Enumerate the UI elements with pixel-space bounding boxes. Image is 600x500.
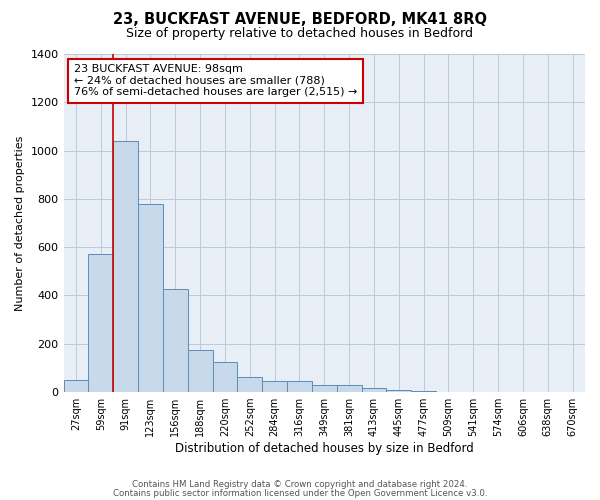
- Bar: [88, 254, 113, 392]
- Bar: [212, 362, 238, 392]
- Bar: [287, 380, 312, 392]
- Text: Contains HM Land Registry data © Crown copyright and database right 2024.: Contains HM Land Registry data © Crown c…: [132, 480, 468, 489]
- Bar: [262, 380, 287, 392]
- Bar: [411, 391, 436, 392]
- Bar: [386, 390, 411, 392]
- Bar: [238, 377, 262, 392]
- Bar: [362, 388, 386, 392]
- X-axis label: Distribution of detached houses by size in Bedford: Distribution of detached houses by size …: [175, 442, 473, 455]
- Text: Size of property relative to detached houses in Bedford: Size of property relative to detached ho…: [127, 28, 473, 40]
- Bar: [138, 204, 163, 392]
- Bar: [163, 290, 188, 392]
- Text: 23 BUCKFAST AVENUE: 98sqm
← 24% of detached houses are smaller (788)
76% of semi: 23 BUCKFAST AVENUE: 98sqm ← 24% of detac…: [74, 64, 358, 98]
- Text: 23, BUCKFAST AVENUE, BEDFORD, MK41 8RQ: 23, BUCKFAST AVENUE, BEDFORD, MK41 8RQ: [113, 12, 487, 28]
- Text: Contains public sector information licensed under the Open Government Licence v3: Contains public sector information licen…: [113, 488, 487, 498]
- Bar: [113, 141, 138, 392]
- Bar: [312, 386, 337, 392]
- Bar: [188, 350, 212, 392]
- Bar: [337, 386, 362, 392]
- Bar: [64, 380, 88, 392]
- Y-axis label: Number of detached properties: Number of detached properties: [15, 136, 25, 310]
